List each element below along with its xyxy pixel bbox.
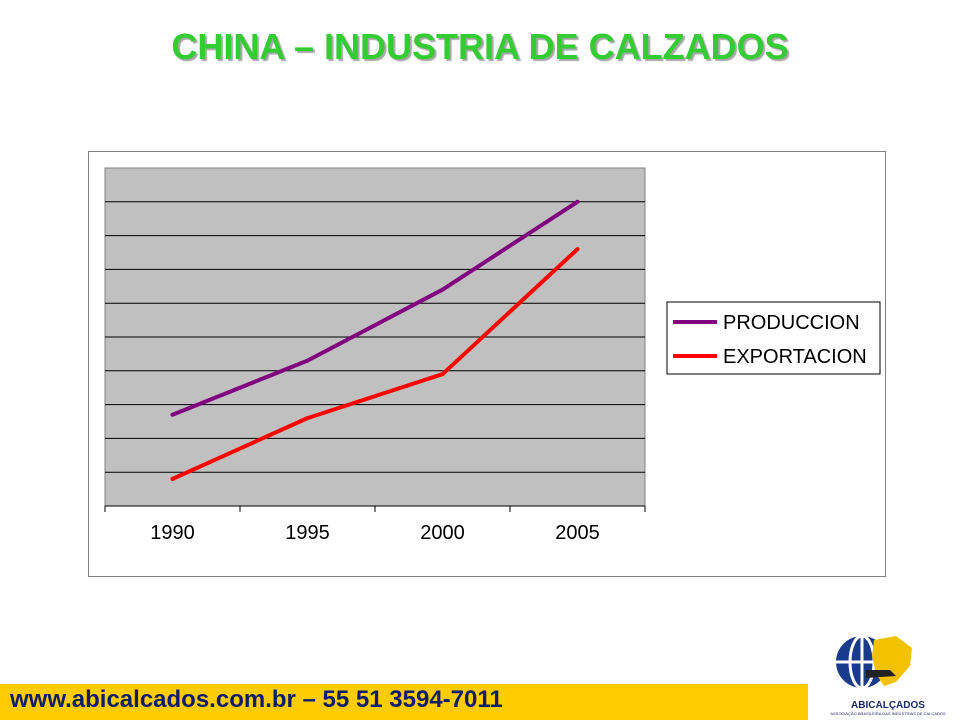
abicalcados-logo: [836, 634, 912, 690]
logo-subtitle: ASSOCIAÇÃO BRASILEIRA DAS INDÚSTRIAS DE …: [830, 711, 946, 716]
line-chart: 1990 1995 2000 2005 PRODUCCION EXPORTACION: [104, 167, 881, 544]
data-point: [575, 247, 580, 252]
chart-area: 1990 1995 2000 2005 PRODUCCION EXPORTACION: [88, 151, 886, 577]
series-line-produccion: [171, 200, 579, 417]
chart-legend: PRODUCCION EXPORTACION: [666, 301, 881, 375]
slide-title: CHINA – INDUSTRIA DE CALZADOS: [171, 26, 789, 67]
footer-bar: [0, 684, 808, 720]
data-point: [575, 199, 580, 204]
data-point: [440, 372, 445, 377]
data-point: [170, 412, 175, 417]
data-point: [305, 416, 310, 421]
legend-label: PRODUCCION: [723, 312, 860, 334]
legend-label: EXPORTACION: [723, 346, 867, 368]
x-tick-label: 2000: [420, 522, 465, 544]
x-tick-label: 1995: [285, 522, 330, 544]
data-point: [170, 476, 175, 481]
x-tick-label: 1990: [150, 522, 195, 544]
footer-contact: www.abicalcados.com.br – 55 51 3594-7011: [10, 686, 503, 713]
logo-name: ABICALÇADOS: [851, 700, 925, 711]
series-line-exportacion: [171, 247, 579, 481]
data-point: [305, 358, 310, 363]
legend-box: [666, 301, 881, 375]
x-tick-label: 2005: [555, 522, 600, 544]
data-point: [440, 287, 445, 292]
